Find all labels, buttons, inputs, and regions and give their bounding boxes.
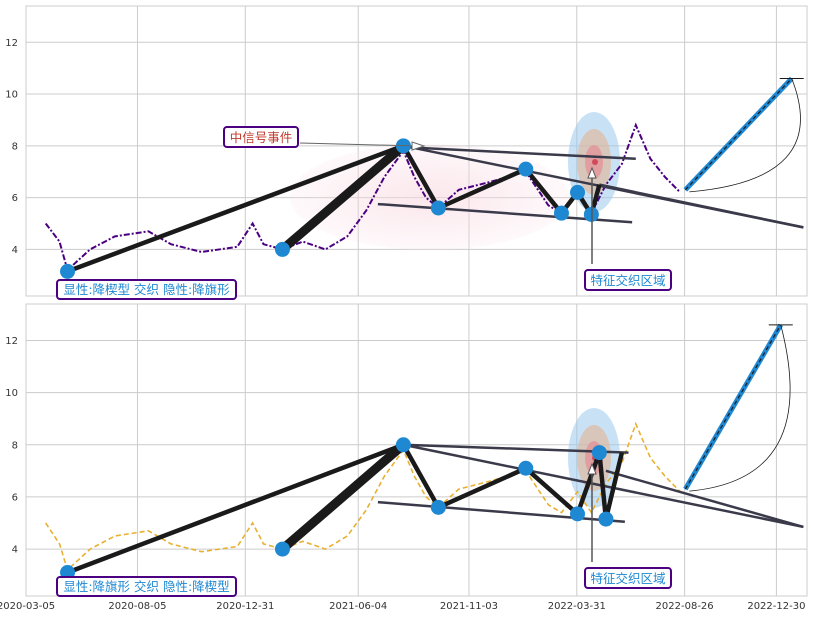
projection-arc	[689, 78, 801, 193]
y-tick-label: 8	[12, 141, 18, 152]
zone-label: 特征交织区域	[584, 269, 672, 291]
pivot-point	[395, 437, 411, 453]
zone-pointer-head	[587, 166, 597, 179]
bottom-plot-area	[25, 303, 808, 597]
trend-line	[605, 469, 804, 529]
bottom-panel: 4 6 8 10 12 显性:降旗形 交织 隐性:降楔型 特征交织区域	[5, 303, 808, 597]
x-tick-label: 2022-08-26	[656, 601, 714, 612]
projection-line	[684, 324, 782, 490]
signal-label-box	[223, 126, 299, 148]
pattern-label-box	[56, 576, 237, 597]
signal-label: 中信号事件	[223, 126, 299, 148]
pattern-label-text: 显性:降楔型 交织 隐性:降旗形	[63, 282, 230, 297]
zigzag-line	[66, 442, 625, 575]
top-projection	[683, 76, 804, 193]
pivot-point	[553, 205, 569, 221]
trend-line	[599, 183, 804, 229]
signal-label-text: 中信号事件	[230, 130, 293, 145]
zigzag-thick-segment	[277, 141, 408, 254]
y-tick-label: 12	[5, 336, 18, 347]
bottom-y-ticks: 4 6 8 10 12	[5, 336, 18, 556]
trend-line	[403, 145, 636, 161]
y-tick-label: 10	[5, 388, 18, 399]
x-tick-label: 2020-12-31	[216, 601, 274, 612]
y-tick-label: 8	[12, 440, 18, 451]
zone-label-box	[584, 269, 672, 291]
pivot-point	[518, 460, 534, 476]
x-tick-label: 2022-12-30	[747, 601, 805, 612]
pivot-point	[430, 200, 446, 216]
y-tick-label: 4	[12, 545, 18, 556]
trend-line	[403, 443, 629, 454]
y-tick-label: 12	[5, 38, 18, 49]
x-tick-label: 2021-11-03	[440, 601, 498, 612]
signal-pointer-head	[411, 141, 426, 151]
pattern-label: 显性:降楔型 交织 隐性:降旗形	[56, 279, 237, 300]
zone-label-text: 特征交织区域	[590, 571, 665, 586]
pivot-point	[274, 241, 290, 257]
y-tick-label: 6	[12, 492, 18, 503]
y-tick-label: 6	[12, 193, 18, 204]
top-y-ticks: 4 6 8 10 12	[5, 38, 18, 256]
x-tick-label: 2022-03-31	[548, 601, 606, 612]
pivot-point	[274, 541, 290, 557]
zone-pointer-head	[587, 462, 597, 475]
pattern-label-text: 显性:降旗形 交织 隐性:降楔型	[63, 579, 229, 594]
bottom-zigzag	[66, 440, 625, 575]
x-tick-label: 2020-08-05	[108, 601, 166, 612]
top-pivots	[60, 138, 599, 279]
pivot-point	[430, 499, 446, 515]
y-tick-label: 4	[12, 245, 18, 256]
bottom-projection	[683, 323, 793, 492]
pattern-label-box	[56, 279, 237, 300]
pattern-label-bottom: 显性:降旗形 交织 隐性:降楔型	[56, 576, 237, 597]
price-line	[45, 421, 681, 572]
zone-center-dot	[592, 159, 598, 165]
pivot-point	[598, 511, 614, 527]
projection-line	[684, 78, 793, 191]
top-trend-lines	[377, 144, 804, 229]
x-tick-label: 2020-03-05	[0, 601, 55, 612]
x-tick-label: 2021-06-04	[329, 601, 387, 612]
zone-label-box	[584, 567, 672, 589]
zone-label-bottom: 特征交织区域	[584, 567, 672, 589]
x-tick-labels: 2020-03-05 2020-08-05 2020-12-31 2021-06-04…	[0, 601, 805, 612]
pivot-point	[570, 506, 586, 522]
pivot-point	[60, 263, 76, 279]
pivot-point	[591, 445, 607, 461]
zone-label-text: 特征交织区域	[590, 273, 665, 288]
bottom-price-series	[45, 421, 681, 572]
pivot-point	[570, 184, 586, 200]
pivot-point	[518, 161, 534, 177]
trend-line	[377, 500, 625, 523]
signal-pointer-arrow	[299, 142, 419, 147]
zigzag-thick-segment	[277, 440, 408, 554]
top-panel: 4 6 8 10 12 显性:降楔型 交织 隐性:降旗形 中信号事件 特征交织区域	[5, 5, 808, 300]
projection-arc	[689, 324, 791, 492]
y-tick-label: 10	[5, 90, 18, 101]
